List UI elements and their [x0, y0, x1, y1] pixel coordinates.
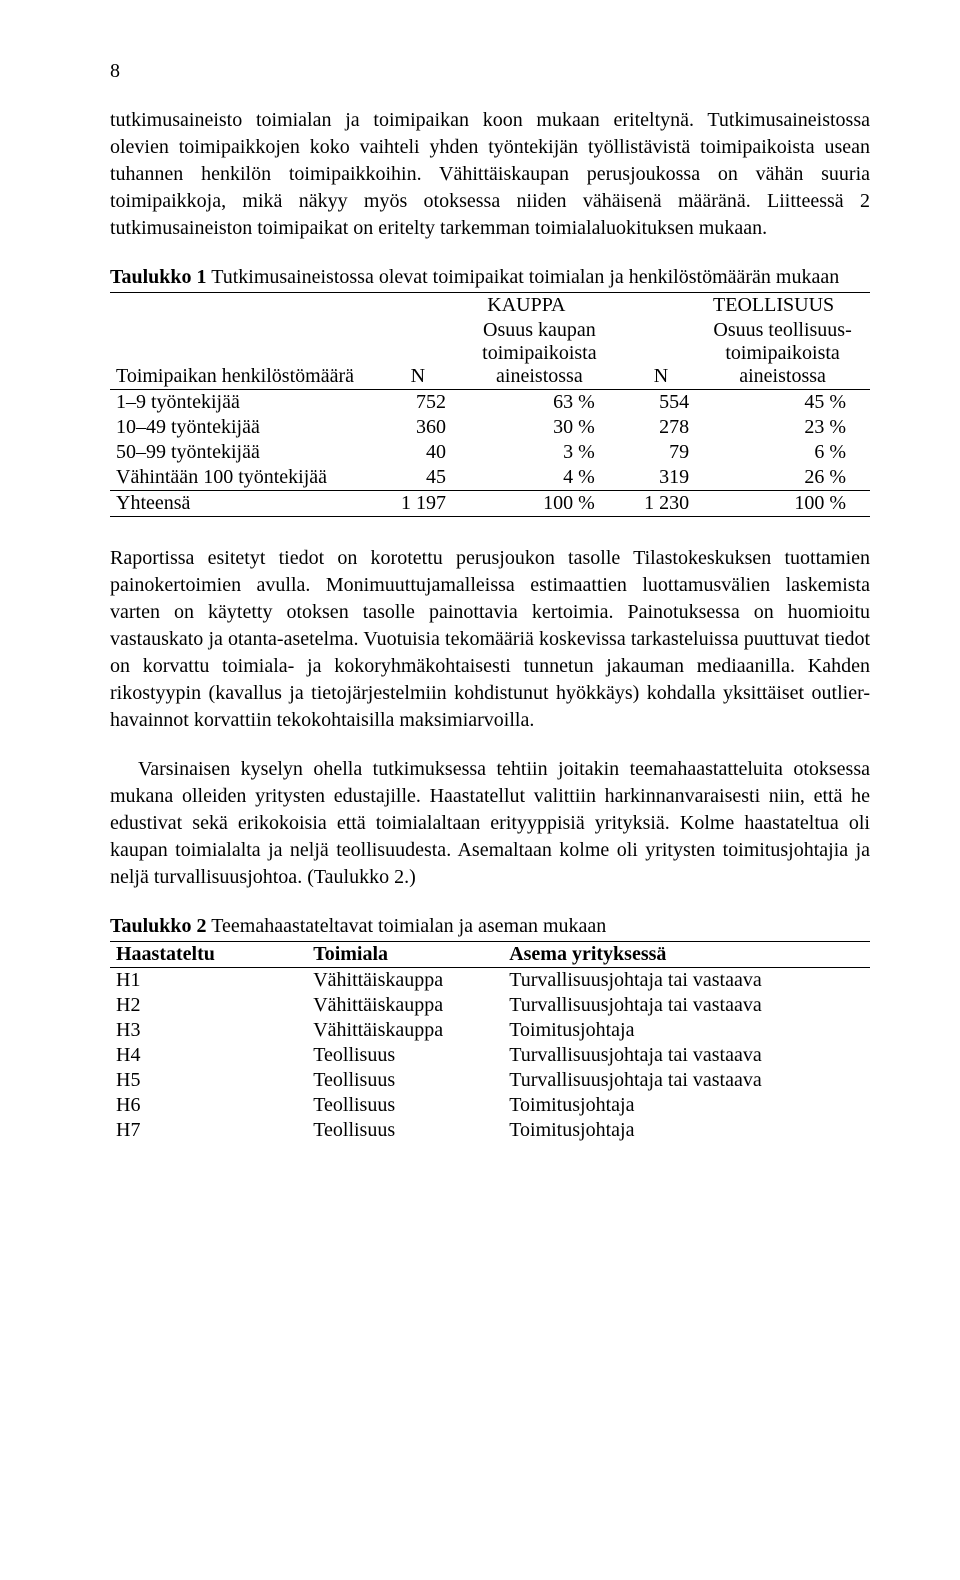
cell-n2: 79 [627, 440, 695, 465]
table1-foot-n2: 1 230 [627, 491, 695, 517]
table2-caption: Taulukko 2 Teemahaastateltavat toimialan… [110, 913, 870, 939]
intro-paragraph: tutkimusaineisto toimialan ja toimipaika… [110, 107, 870, 242]
cell-p2: 26 % [695, 465, 870, 491]
cell-label: Vähintään 100 työntekijää [110, 465, 384, 491]
document-page: 8 tutkimusaineisto toimialan ja toimipai… [0, 0, 960, 1183]
cell-label: 10–49 työntekijää [110, 415, 384, 440]
cell-p1: 4 % [452, 465, 627, 491]
table-row: H1VähittäiskauppaTurvallisuusjohtaja tai… [110, 968, 870, 994]
body-paragraph-2: Varsinaisen kyselyn ohella tutkimuksessa… [110, 756, 870, 891]
cell-p1: 63 % [452, 390, 627, 416]
table-row: Vähintään 100 työntekijää454 %31926 % [110, 465, 870, 491]
table-row: 50–99 työntekijää403 %796 % [110, 440, 870, 465]
table2-hdr-c: Asema yrityksessä [505, 942, 870, 968]
table1-header-groups: KAUPPA TEOLLISUUS [110, 293, 870, 319]
table1-hdr-pct2: Osuus teollisuus-toimipaikoista aineisto… [695, 318, 870, 390]
body-paragraph-1: Raportissa esitetyt tiedot on korotettu … [110, 545, 870, 734]
cell-label: 50–99 työntekijää [110, 440, 384, 465]
table-row: H4TeollisuusTurvallisuusjohtaja tai vast… [110, 1043, 870, 1068]
cell-p2: 45 % [695, 390, 870, 416]
table1-group-teollisuus: TEOLLISUUS [695, 293, 870, 319]
table2-caption-text: Teemahaastateltavat toimialan ja aseman … [207, 915, 607, 937]
cell-asema: Turvallisuusjohtaja tai vastaava [505, 968, 870, 994]
cell-n2: 554 [627, 390, 695, 416]
cell-id: H4 [110, 1043, 277, 1068]
cell-asema: Turvallisuusjohtaja tai vastaava [505, 1043, 870, 1068]
cell-n2: 319 [627, 465, 695, 491]
table1-group-kauppa: KAUPPA [452, 293, 627, 319]
cell-id: H6 [110, 1093, 277, 1118]
cell-n1: 360 [384, 415, 452, 440]
cell-p1: 30 % [452, 415, 627, 440]
table1-header-cols: Toimipaikan henkilöstömäärä N Osuus kaup… [110, 318, 870, 390]
table2-header: Haastateltu Toimiala Asema yrityksessä [110, 942, 870, 968]
table2-caption-label: Taulukko 2 [110, 915, 207, 937]
table1-foot-n1: 1 197 [384, 491, 452, 517]
table1-foot-label: Yhteensä [110, 491, 384, 517]
cell-id: H7 [110, 1118, 277, 1143]
cell-toimiala: Teollisuus [277, 1043, 505, 1068]
table-row: H5TeollisuusTurvallisuusjohtaja tai vast… [110, 1068, 870, 1093]
table1-foot-p2: 100 % [695, 491, 870, 517]
table1-caption: Taulukko 1 Tutkimusaineistossa olevat to… [110, 264, 870, 290]
table-row: H7TeollisuusToimitusjohtaja [110, 1118, 870, 1143]
cell-id: H3 [110, 1018, 277, 1043]
cell-id: H5 [110, 1068, 277, 1093]
table-row: H6TeollisuusToimitusjohtaja [110, 1093, 870, 1118]
cell-id: H2 [110, 993, 277, 1018]
cell-toimiala: Vähittäiskauppa [277, 1018, 505, 1043]
table1-caption-text: Tutkimusaineistossa olevat toimipaikat t… [207, 266, 840, 288]
page-number: 8 [110, 60, 870, 83]
cell-asema: Toimitusjohtaja [505, 1093, 870, 1118]
cell-asema: Turvallisuusjohtaja tai vastaava [505, 993, 870, 1018]
cell-n1: 40 [384, 440, 452, 465]
table2: Haastateltu Toimiala Asema yrityksessä H… [110, 941, 870, 1143]
table1-hdr-n1: N [384, 318, 452, 390]
table2-hdr-b: Toimiala [277, 942, 505, 968]
cell-label: 1–9 työntekijää [110, 390, 384, 416]
table1-hdr-pct1: Osuus kaupan toimipaikoista aineistossa [452, 318, 627, 390]
cell-toimiala: Vähittäiskauppa [277, 968, 505, 994]
table1-foot-p1: 100 % [452, 491, 627, 517]
cell-toimiala: Teollisuus [277, 1068, 505, 1093]
table2-hdr-a: Haastateltu [110, 942, 277, 968]
cell-toimiala: Teollisuus [277, 1118, 505, 1143]
cell-p2: 23 % [695, 415, 870, 440]
cell-toimiala: Teollisuus [277, 1093, 505, 1118]
table1-hdr-n2: N [627, 318, 695, 390]
table1-footer: Yhteensä 1 197 100 % 1 230 100 % [110, 491, 870, 517]
cell-p2: 6 % [695, 440, 870, 465]
cell-n2: 278 [627, 415, 695, 440]
table1-hdr-rowlabel: Toimipaikan henkilöstömäärä [110, 318, 384, 390]
table1-caption-label: Taulukko 1 [110, 266, 207, 288]
table-row: H2VähittäiskauppaTurvallisuusjohtaja tai… [110, 993, 870, 1018]
table-row: H3VähittäiskauppaToimitusjohtaja [110, 1018, 870, 1043]
cell-asema: Toimitusjohtaja [505, 1018, 870, 1043]
cell-id: H1 [110, 968, 277, 994]
cell-n1: 752 [384, 390, 452, 416]
table-row: 1–9 työntekijää75263 %55445 % [110, 390, 870, 416]
cell-toimiala: Vähittäiskauppa [277, 993, 505, 1018]
cell-asema: Turvallisuusjohtaja tai vastaava [505, 1068, 870, 1093]
table1: KAUPPA TEOLLISUUS Toimipaikan henkilöstö… [110, 292, 870, 517]
cell-p1: 3 % [452, 440, 627, 465]
cell-n1: 45 [384, 465, 452, 491]
table-row: 10–49 työntekijää36030 %27823 % [110, 415, 870, 440]
cell-asema: Toimitusjohtaja [505, 1118, 870, 1143]
